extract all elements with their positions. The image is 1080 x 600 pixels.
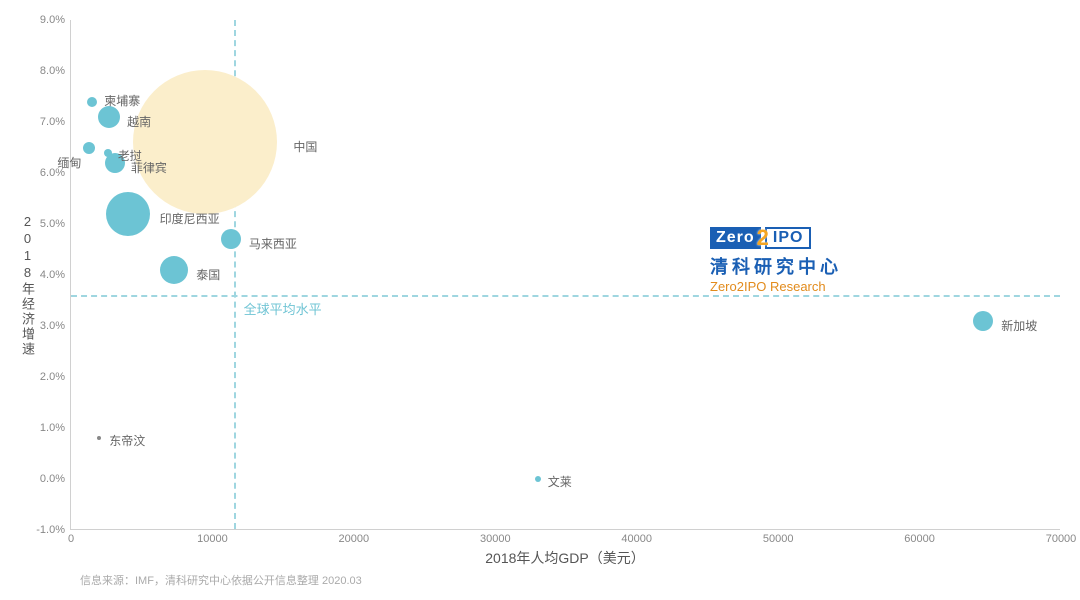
bubble-柬埔寨 [87,97,97,107]
bubble-label-泰国: 泰国 [196,266,220,283]
bubble-label-文莱: 文莱 [548,473,572,490]
x-axis-title: 2018年人均GDP（美元） [485,548,644,568]
x-tick-label: 70000 [1046,529,1077,545]
bubble-label-老挝: 老挝 [118,147,142,164]
watermark-cn: 清科研究中心 [710,253,842,279]
y-tick-label: -1.0% [36,524,71,536]
watermark-en: Zero2IPO Research [710,279,842,294]
watermark-logo: Zero 2 IPO 清科研究中心 Zero2IPO Research [710,225,842,294]
bubble-泰国 [160,256,188,284]
bubble-label-越南: 越南 [127,113,151,130]
y-axis-title: 2018年经济增速 [18,214,37,357]
x-tick-label: 30000 [480,529,511,545]
bubble-越南 [98,106,120,128]
bubble-印度尼西亚 [106,192,150,236]
ref-line-label: 全球平均水平 [244,299,322,318]
x-tick-label: 10000 [197,529,228,545]
y-tick-label: 2.0% [40,371,71,383]
x-tick-label: 0 [68,529,74,545]
x-tick-label: 40000 [621,529,652,545]
y-tick-label: 1.0% [40,422,71,434]
x-tick-label: 20000 [339,529,370,545]
bubble-马来西亚 [221,229,241,249]
y-tick-label: 4.0% [40,269,71,281]
watermark-zero: Zero [710,227,761,249]
watermark-ipo: IPO [765,227,812,249]
y-tick-label: 0.0% [40,473,71,485]
watermark-2: 2 [757,225,769,251]
bubble-新加坡 [973,311,993,331]
y-tick-label: 9.0% [40,14,71,26]
bubble-缅甸 [83,142,95,154]
y-tick-label: 5.0% [40,218,71,230]
x-tick-label: 60000 [904,529,935,545]
bubble-中国 [133,70,277,214]
y-tick-label: 3.0% [40,320,71,332]
bubble-chart: -1.0%0.0%1.0%2.0%3.0%4.0%5.0%6.0%7.0%8.0… [0,0,1080,600]
plot-area: -1.0%0.0%1.0%2.0%3.0%4.0%5.0%6.0%7.0%8.0… [70,20,1060,530]
bubble-label-新加坡: 新加坡 [1001,317,1037,334]
bubble-label-中国: 中国 [293,138,317,155]
source-note: 信息来源：IMF，清科研究中心依据公开信息整理 2020.03 [80,572,362,588]
bubble-东帝汶 [97,436,101,440]
bubble-label-印度尼西亚: 印度尼西亚 [160,210,220,227]
bubble-label-马来西亚: 马来西亚 [249,235,297,252]
bubble-label-柬埔寨: 柬埔寨 [104,92,140,109]
bubble-老挝 [104,149,112,157]
ref-line-global-avg-h [71,295,1060,297]
bubble-文莱 [535,476,541,482]
bubble-label-东帝汶: 东帝汶 [109,432,145,449]
y-tick-label: 7.0% [40,116,71,128]
y-tick-label: 8.0% [40,65,71,77]
bubble-label-缅甸: 缅甸 [57,154,81,171]
x-tick-label: 50000 [763,529,794,545]
